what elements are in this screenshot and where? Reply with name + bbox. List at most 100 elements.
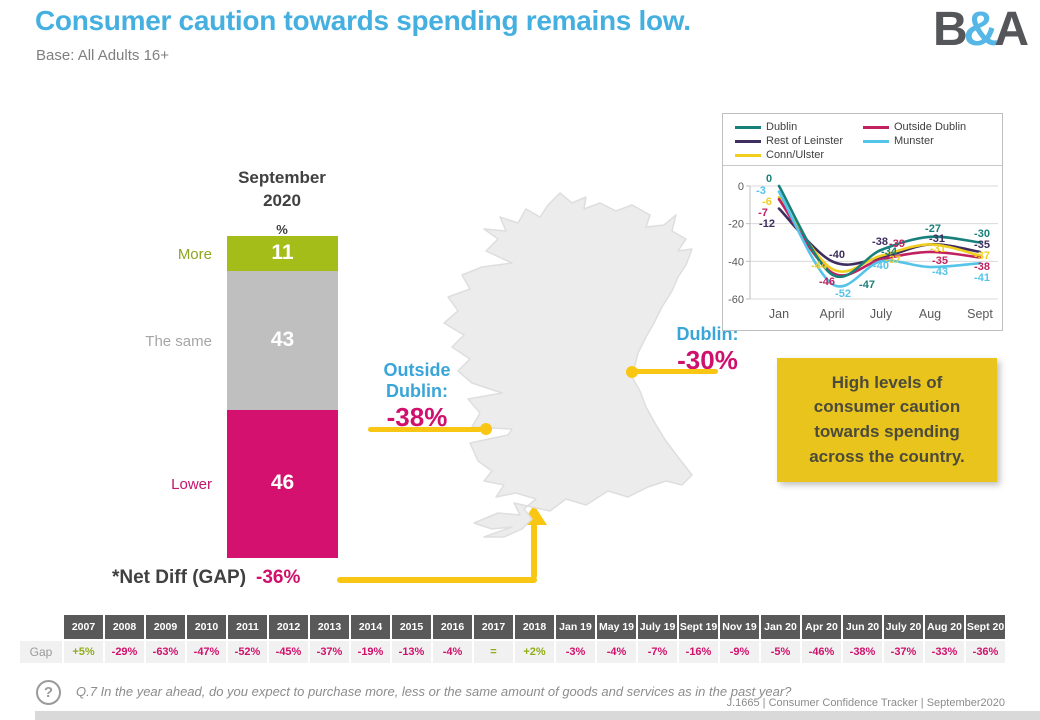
outside-dublin-label-line2: Dublin: bbox=[386, 381, 448, 401]
stacked-bar: 11 43 46 bbox=[227, 236, 338, 558]
gap-table-value-row: +5% -29% -63% -47% -52% -45% -37% -19% -13% -4% = +… bbox=[64, 641, 1007, 663]
gap-table-header-cell: 2014 bbox=[351, 615, 390, 639]
net-diff-arrow-horizontal bbox=[337, 577, 537, 583]
trend-point-label: -30 bbox=[974, 228, 990, 240]
legend-swatch-icon bbox=[863, 125, 889, 129]
legend-label: Dublin bbox=[766, 121, 798, 133]
gap-table-value-cell: -63% bbox=[146, 641, 185, 663]
gap-table-header-cell: 2012 bbox=[269, 615, 308, 639]
gap-table-header-cell: 2018 bbox=[515, 615, 554, 639]
company-logo: B&A bbox=[933, 2, 1029, 57]
legend-item: Rest of Leinster bbox=[735, 135, 863, 147]
legend-item: Conn/Ulster bbox=[735, 149, 863, 161]
trend-point-label: 0 bbox=[766, 173, 772, 185]
svg-text:Jan: Jan bbox=[769, 307, 789, 321]
trend-point-label: -46 bbox=[819, 276, 835, 288]
bar-title-line1: September bbox=[238, 168, 326, 187]
trend-point-label: -40 bbox=[873, 260, 889, 272]
net-diff-arrow-vertical bbox=[531, 523, 537, 579]
trend-point-label: -40 bbox=[829, 249, 845, 261]
gap-table-header-cell: Jan 19 bbox=[556, 615, 595, 639]
ireland-map bbox=[443, 192, 693, 538]
gap-table-value-cell: -45% bbox=[269, 641, 308, 663]
legend-swatch-icon bbox=[735, 139, 761, 143]
svg-text:July: July bbox=[870, 307, 893, 321]
logo-b: B bbox=[933, 3, 968, 56]
legend-label: Rest of Leinster bbox=[766, 135, 844, 147]
gap-table-value-cell: -19% bbox=[351, 641, 390, 663]
gap-table-header-cell: 2011 bbox=[228, 615, 267, 639]
gap-row-label: Gap bbox=[20, 641, 62, 663]
bar-segment-value: 43 bbox=[270, 327, 295, 351]
gap-table-value-cell: -47% bbox=[187, 641, 226, 663]
legend-swatch-icon bbox=[863, 139, 889, 143]
bar-segment: 11 bbox=[227, 236, 338, 272]
trend-point-label: -52 bbox=[835, 288, 851, 300]
trend-point-label: -38 bbox=[974, 261, 990, 273]
trend-point-label: -6 bbox=[762, 196, 772, 208]
trend-point-label: -7 bbox=[758, 207, 768, 219]
logo-a: A bbox=[994, 3, 1029, 56]
gap-table-header-cell: 2015 bbox=[392, 615, 431, 639]
bar-segment-value: 11 bbox=[271, 240, 294, 264]
trend-point-label: -35 bbox=[932, 255, 948, 267]
gap-table-value-cell: -16% bbox=[679, 641, 718, 663]
svg-text:Aug: Aug bbox=[919, 307, 941, 321]
gap-table-value-cell: +2% bbox=[515, 641, 554, 663]
gap-table-header-cell: Nov 19 bbox=[720, 615, 759, 639]
gap-table-value-cell: -46% bbox=[802, 641, 841, 663]
gap-table-header-cell: Jun 20 bbox=[843, 615, 882, 639]
bar-segment-label: More bbox=[177, 245, 212, 263]
gap-table-value-cell: -4% bbox=[433, 641, 472, 663]
footer-meta: J.1665 | Consumer Confidence Tracker | S… bbox=[726, 697, 1005, 709]
dublin-pointer-line bbox=[635, 369, 718, 374]
gap-table-value-cell: -29% bbox=[105, 641, 144, 663]
bar-title-line2: 2020 bbox=[263, 190, 301, 210]
gap-table-value-cell: -7% bbox=[638, 641, 677, 663]
bar-unit-label: % bbox=[276, 222, 288, 237]
outside-dublin-label-line1: Outside bbox=[383, 360, 451, 380]
gap-table-header-cell: 2017 bbox=[474, 615, 513, 639]
gap-table-value-cell: -9% bbox=[720, 641, 759, 663]
gap-table-value-cell: -38% bbox=[843, 641, 882, 663]
gap-table-value-cell: -4% bbox=[597, 641, 636, 663]
legend-item: Outside Dublin bbox=[863, 121, 998, 133]
legend-item: Munster bbox=[863, 135, 998, 147]
trend-series-line bbox=[777, 197, 982, 277]
trend-point-label: -3 bbox=[756, 185, 766, 197]
dublin-marker-dot bbox=[626, 366, 638, 378]
logo-ampersand: & bbox=[963, 3, 999, 56]
gap-table-value-cell: +5% bbox=[64, 641, 103, 663]
bar-segment: 43 bbox=[227, 271, 338, 410]
legend-swatch-icon bbox=[735, 153, 761, 157]
legend-swatch-icon bbox=[735, 125, 761, 129]
svg-text:0: 0 bbox=[738, 181, 744, 193]
gap-table-header-cell: 2013 bbox=[310, 615, 349, 639]
svg-text:-20: -20 bbox=[728, 219, 744, 231]
trend-point-label: -34 bbox=[881, 246, 898, 258]
gap-table-value-cell: -52% bbox=[228, 641, 267, 663]
gap-table-value-cell: -36% bbox=[966, 641, 1005, 663]
trend-point-label: -39 bbox=[889, 238, 905, 250]
gap-table-header-cell: 2007 bbox=[64, 615, 103, 639]
legend-item: Dublin bbox=[735, 121, 863, 133]
svg-text:-60: -60 bbox=[728, 294, 744, 306]
svg-text:Sept: Sept bbox=[967, 307, 993, 321]
trend-point-label: -43 bbox=[932, 266, 948, 278]
bar-segment-value: 46 bbox=[270, 470, 295, 494]
trend-point-label: -31 bbox=[929, 233, 945, 245]
gap-table-header-cell: Sept 19 bbox=[679, 615, 718, 639]
svg-text:April: April bbox=[819, 307, 844, 321]
gap-table-value-cell: -3% bbox=[556, 641, 595, 663]
bottom-divider-bar bbox=[35, 711, 1040, 720]
gap-table-header-cell: July 19 bbox=[638, 615, 677, 639]
gap-table-header-cell: Aug 20 bbox=[925, 615, 964, 639]
outside-dublin-marker-dot bbox=[480, 423, 492, 435]
page-title: Consumer caution towards spending remain… bbox=[35, 5, 691, 36]
trend-series-line bbox=[777, 190, 982, 288]
bar-segment: 46 bbox=[227, 409, 338, 558]
bar-segment-label: The same bbox=[145, 332, 212, 350]
trend-point-label: -41 bbox=[974, 272, 990, 284]
